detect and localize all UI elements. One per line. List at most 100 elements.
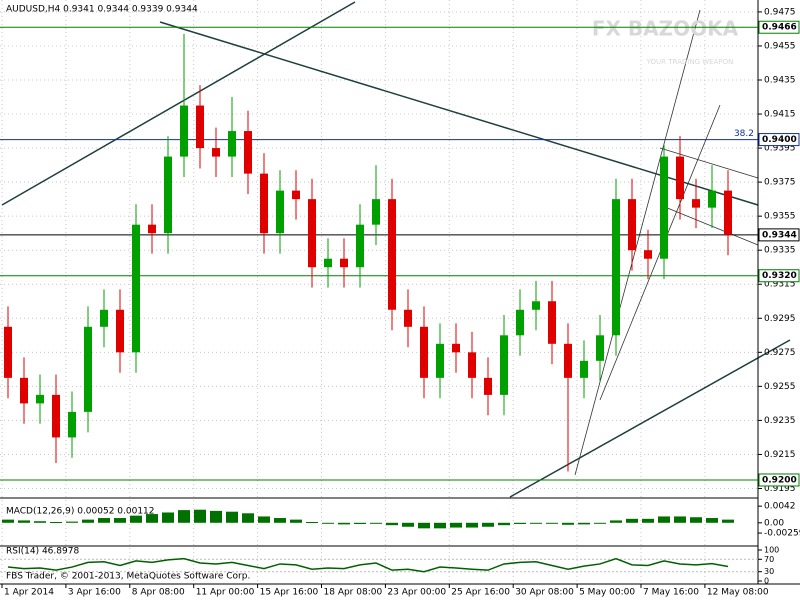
macd-bar (434, 522, 446, 529)
chart-title: AUDUSD,H4 0.9341 0.9344 0.9339 0.9344 (6, 5, 198, 15)
x-tick-label: 1 Apr 2014 (4, 588, 54, 598)
macd-bar (258, 516, 270, 523)
x-tick-label: 7 May 16:00 (643, 588, 699, 598)
macd-bar (610, 520, 622, 523)
macd-tick-label: 0.0042 (764, 502, 796, 512)
candle-body (244, 131, 252, 174)
macd-bar (594, 522, 606, 524)
x-tick-label: 11 Apr 00:00 (196, 588, 255, 598)
macd-bar (642, 518, 654, 523)
y-tick-label: 0.9235 (764, 416, 796, 426)
candle-body (180, 105, 188, 157)
candle-body (276, 190, 284, 234)
candle-body (692, 199, 700, 208)
level-box (758, 133, 800, 147)
candle-body (612, 199, 620, 336)
macd-bar (114, 518, 126, 523)
y-tick-label: 0.9275 (764, 348, 796, 358)
macd-bar (322, 522, 334, 524)
y-tick-label: 0.9315 (764, 280, 796, 290)
candle-body (516, 309, 524, 336)
candle-body (628, 199, 636, 251)
candle-body (644, 250, 652, 259)
level-label: 0.9200 (762, 475, 797, 485)
candle-body (676, 156, 684, 200)
level-box (758, 473, 800, 487)
macd-bar (226, 511, 238, 523)
y-tick-label: 0.9475 (764, 7, 796, 17)
macd-bar (34, 521, 46, 523)
x-tick-label: 23 Apr 00:00 (387, 588, 446, 598)
candle-body (164, 156, 172, 234)
rsi-tick-label: 0 (764, 577, 769, 586)
candle-body (500, 335, 508, 395)
macd-bar (146, 514, 158, 523)
footer: FBS Trader, © 2001-2013, MetaQuotes Soft… (6, 572, 250, 582)
x-tick-label: 8 Apr 08:00 (132, 588, 185, 598)
channel-line (659, 147, 759, 179)
macd-bar (18, 520, 30, 523)
candle-body (260, 173, 268, 234)
macd-bar (658, 516, 670, 523)
y-tick-label: 0.9415 (764, 110, 796, 120)
trend-line (509, 339, 791, 498)
x-tick-label: 25 Apr 16:00 (451, 588, 510, 598)
macd-bar (50, 522, 62, 523)
y-tick-label: 0.9335 (764, 246, 796, 256)
candle-body (292, 190, 300, 200)
level-label: 0.9320 (762, 271, 797, 281)
macd-bar (178, 510, 190, 523)
macd-tick-label: -0.00259 (764, 529, 800, 539)
macd-bar (722, 519, 734, 523)
macd-bar (386, 522, 398, 526)
y-tick-label: 0.9435 (764, 75, 796, 85)
candle-body (660, 156, 668, 259)
rsi-tick-label: 70 (764, 555, 774, 564)
candle-body (372, 199, 380, 225)
x-tick-label: 18 Apr 08:00 (324, 588, 383, 598)
channel-line (659, 204, 759, 246)
macd-bar (306, 522, 318, 523)
rsi-label: RSI(14) 46.8978 (6, 547, 79, 557)
x-tick-label: 12 May 08:00 (707, 588, 769, 598)
candle-body (4, 326, 12, 378)
level-box (758, 20, 800, 34)
macd-bar (98, 518, 110, 523)
candle-body (452, 343, 460, 353)
macd-bar (690, 517, 702, 523)
macd-bar (450, 522, 462, 528)
macd-bar (354, 522, 366, 524)
candle-body (468, 352, 476, 378)
candle-body (324, 258, 332, 268)
macd-bar (242, 513, 254, 523)
candle-body (196, 105, 204, 149)
macd-bar (274, 518, 286, 523)
macd-bar (290, 519, 302, 523)
macd-bar (194, 509, 206, 523)
trend-line (159, 21, 759, 206)
candle-body (532, 301, 540, 310)
macd-bar (162, 512, 174, 523)
macd-bar (578, 522, 590, 525)
macd-bar (2, 519, 14, 523)
candle-body (36, 394, 44, 404)
x-tick-label: 3 Apr 16:00 (68, 588, 121, 598)
candle-body (212, 148, 220, 157)
macd-bar (466, 522, 478, 528)
candle-body (708, 190, 716, 208)
x-tick-label: 5 May 00:00 (579, 588, 635, 598)
macd-bar (562, 522, 574, 525)
channel-line (574, 9, 701, 476)
macd-label: MACD(12,26,9) 0.00052 0.00112 (6, 507, 155, 517)
macd-bar (82, 519, 94, 523)
level-label: 0.9400 (762, 135, 797, 145)
candle-body (308, 199, 316, 268)
candle-body (356, 224, 364, 268)
macd-bar (370, 522, 382, 524)
level-label: 0.9344 (762, 230, 797, 240)
candle-body (116, 309, 124, 353)
candle-body (484, 377, 492, 395)
y-tick-label: 0.9255 (764, 382, 796, 392)
macd-tick-label: 0.00 (764, 518, 784, 528)
macd-bar (418, 522, 430, 529)
